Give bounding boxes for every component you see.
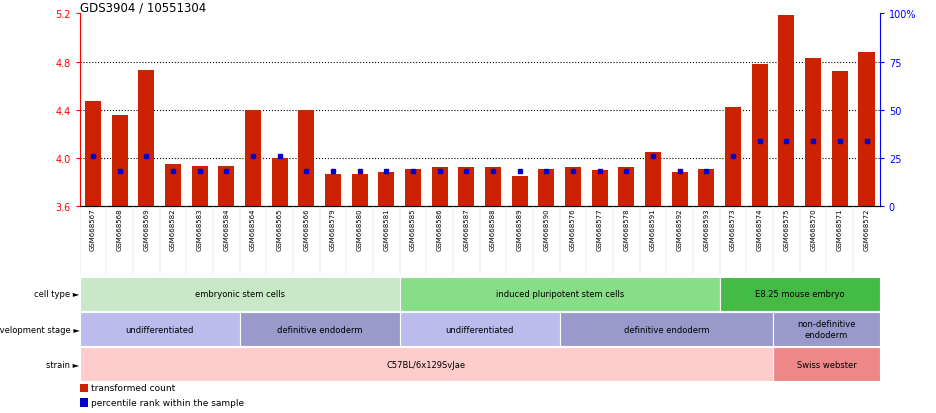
Bar xyxy=(218,167,234,206)
Text: GSM668577: GSM668577 xyxy=(597,208,603,250)
Bar xyxy=(405,169,421,206)
Bar xyxy=(165,164,181,206)
Text: non-definitive
endoderm: non-definitive endoderm xyxy=(797,320,856,339)
Bar xyxy=(645,152,661,206)
Text: GSM668580: GSM668580 xyxy=(357,208,362,250)
Text: GSM668574: GSM668574 xyxy=(757,208,763,250)
Bar xyxy=(85,102,101,206)
Bar xyxy=(459,168,475,206)
Bar xyxy=(400,278,720,311)
Text: definitive endoderm: definitive endoderm xyxy=(623,325,709,334)
Bar xyxy=(80,398,88,407)
Bar xyxy=(773,313,880,346)
Bar xyxy=(111,115,127,206)
Text: transformed count: transformed count xyxy=(92,383,176,392)
Text: GSM668567: GSM668567 xyxy=(90,208,95,250)
Text: induced pluripotent stem cells: induced pluripotent stem cells xyxy=(495,290,624,299)
Text: GSM668589: GSM668589 xyxy=(517,208,522,250)
Text: GSM668587: GSM668587 xyxy=(463,208,469,250)
Bar xyxy=(779,16,795,206)
Bar xyxy=(400,313,560,346)
Bar xyxy=(512,176,528,206)
Text: GSM668590: GSM668590 xyxy=(544,208,549,250)
Bar xyxy=(592,171,607,206)
Text: GDS3904 / 10551304: GDS3904 / 10551304 xyxy=(80,2,206,14)
Text: C57BL/6x129SvJae: C57BL/6x129SvJae xyxy=(387,360,466,369)
Bar xyxy=(619,168,635,206)
Bar xyxy=(720,278,880,311)
Text: definitive endoderm: definitive endoderm xyxy=(277,325,362,334)
Text: percentile rank within the sample: percentile rank within the sample xyxy=(92,398,244,407)
Bar xyxy=(139,71,154,206)
Text: embryonic stem cells: embryonic stem cells xyxy=(195,290,285,299)
Text: GSM668586: GSM668586 xyxy=(437,208,443,250)
Text: undifferentiated: undifferentiated xyxy=(125,325,194,334)
Bar xyxy=(672,173,688,206)
Text: GSM668566: GSM668566 xyxy=(303,208,309,250)
Bar xyxy=(805,59,821,206)
Bar xyxy=(538,169,554,206)
Text: GSM668583: GSM668583 xyxy=(197,208,202,250)
Bar xyxy=(245,110,261,206)
Text: GSM668570: GSM668570 xyxy=(811,208,816,250)
Text: cell type ►: cell type ► xyxy=(35,290,80,299)
Bar xyxy=(773,348,880,381)
Bar xyxy=(485,168,501,206)
Text: GSM668569: GSM668569 xyxy=(143,208,149,250)
Text: GSM668581: GSM668581 xyxy=(384,208,389,250)
Text: undifferentiated: undifferentiated xyxy=(446,325,514,334)
Bar xyxy=(560,313,773,346)
Text: GSM668575: GSM668575 xyxy=(783,208,789,250)
Bar xyxy=(431,168,447,206)
Text: GSM668578: GSM668578 xyxy=(623,208,629,250)
Text: GSM668564: GSM668564 xyxy=(250,208,256,250)
Text: Swiss webster: Swiss webster xyxy=(797,360,856,369)
Bar xyxy=(725,108,741,206)
Text: GSM668572: GSM668572 xyxy=(864,208,870,250)
Text: GSM668565: GSM668565 xyxy=(277,208,283,250)
Text: GSM668585: GSM668585 xyxy=(410,208,416,250)
Text: GSM668571: GSM668571 xyxy=(837,208,842,250)
Bar xyxy=(752,65,768,206)
Text: E8.25 mouse embryo: E8.25 mouse embryo xyxy=(755,290,844,299)
Text: GSM668568: GSM668568 xyxy=(117,208,123,250)
Text: GSM668592: GSM668592 xyxy=(677,208,682,250)
Bar xyxy=(565,168,581,206)
Bar xyxy=(271,159,287,206)
Text: GSM668576: GSM668576 xyxy=(570,208,576,250)
Bar xyxy=(299,110,314,206)
Bar xyxy=(858,53,874,206)
Bar xyxy=(378,173,394,206)
Bar xyxy=(240,313,400,346)
Text: GSM668588: GSM668588 xyxy=(490,208,496,250)
Bar xyxy=(832,72,848,206)
Text: GSM668593: GSM668593 xyxy=(704,208,709,250)
Bar xyxy=(325,174,341,206)
Bar xyxy=(80,278,400,311)
Text: strain ►: strain ► xyxy=(47,360,80,369)
Text: GSM668579: GSM668579 xyxy=(330,208,336,250)
Bar xyxy=(80,313,240,346)
Text: GSM668584: GSM668584 xyxy=(224,208,229,250)
Bar xyxy=(80,348,773,381)
Text: GSM668591: GSM668591 xyxy=(651,208,656,250)
Bar xyxy=(192,167,208,206)
Text: development stage ►: development stage ► xyxy=(0,325,80,334)
Text: GSM668582: GSM668582 xyxy=(170,208,176,250)
Bar xyxy=(698,169,714,206)
Bar xyxy=(80,384,88,392)
Bar xyxy=(352,174,368,206)
Text: GSM668573: GSM668573 xyxy=(730,208,736,250)
